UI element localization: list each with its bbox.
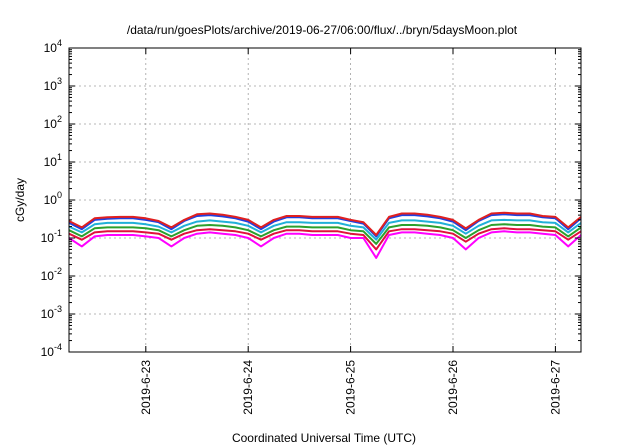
y-tick-label: 104: [44, 38, 62, 55]
x-tick-label: 2019-6-26: [446, 360, 460, 415]
y-tick-label: 100: [44, 190, 62, 207]
y-tick-label: 10-2: [41, 266, 62, 283]
x-tick-label: 2019-6-27: [548, 360, 562, 415]
series-line-1: [68, 230, 582, 259]
series-line-2: [68, 227, 582, 251]
series-line-3: [68, 223, 582, 245]
x-axis-label: Coordinated Universal Time (UTC): [232, 431, 416, 445]
y-tick-label: 103: [44, 76, 62, 93]
series-line-5: [68, 213, 582, 238]
chart-title: /data/run/goesPlots/archive/2019-06-27/0…: [127, 23, 518, 37]
y-axis-label: cGy/day: [13, 178, 27, 222]
data-series: [68, 211, 582, 259]
x-tick-label: 2019-6-24: [241, 360, 255, 415]
series-line-6: [68, 211, 582, 236]
x-axis-ticks: 2019-6-23 2019-6-24 2019-6-25 2019-6-26 2019…: [139, 48, 562, 415]
y-axis-ticks: 10-4 10-3 10-2 10-1 100 101 102 103 104: [41, 38, 581, 359]
series-line-4: [68, 218, 582, 241]
grid-lines: [69, 48, 581, 352]
y-tick-label: 101: [44, 152, 62, 169]
y-tick-label: 102: [44, 114, 62, 131]
y-tick-label: 10-1: [41, 228, 62, 245]
y-tick-label: 10-3: [41, 304, 62, 321]
y-tick-label: 10-4: [41, 342, 62, 359]
x-tick-label: 2019-6-25: [344, 360, 358, 415]
x-tick-label: 2019-6-23: [139, 360, 153, 415]
